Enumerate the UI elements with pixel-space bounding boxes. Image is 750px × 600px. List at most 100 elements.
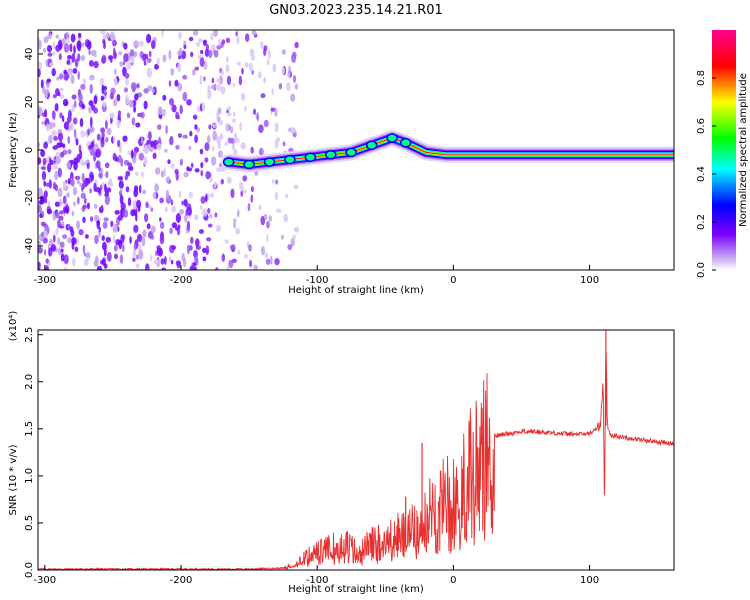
noise-blob	[66, 161, 71, 169]
noise-blob	[274, 258, 280, 266]
noise-blob	[53, 122, 56, 128]
noise-blob	[105, 137, 109, 143]
noise-blob	[263, 77, 267, 84]
noise-blob	[159, 221, 165, 230]
noise-blob	[201, 208, 208, 217]
noise-blob	[109, 112, 115, 119]
noise-blob	[38, 200, 43, 205]
noise-blob	[160, 170, 165, 178]
noise-blob	[110, 31, 115, 41]
noise-blob	[169, 98, 174, 106]
noise-blob	[113, 98, 118, 107]
noise-blob	[63, 206, 67, 214]
noise-blob	[67, 149, 72, 155]
noise-blob	[175, 213, 181, 223]
noise-blob	[182, 91, 188, 102]
noise-blob	[96, 133, 101, 141]
noise-blob	[205, 171, 211, 180]
noise-blob	[80, 55, 86, 61]
noise-blob	[54, 201, 61, 207]
noise-blob	[207, 134, 211, 144]
noise-blob	[42, 237, 48, 244]
noise-blob	[215, 267, 219, 270]
snr-y-scale-label: (x10⁴)	[8, 311, 19, 342]
spectrogram-x-axis: -300 -200 -100 0 100	[33, 265, 599, 286]
noise-blob	[62, 180, 66, 189]
noise-blob	[66, 59, 71, 65]
noise-blob	[76, 180, 81, 185]
noise-blob	[112, 234, 116, 244]
noise-blob	[124, 174, 128, 181]
noise-blob	[265, 258, 271, 265]
noise-blob	[207, 223, 213, 228]
noise-blob	[221, 39, 226, 45]
noise-blob	[88, 49, 91, 56]
noise-blob	[270, 107, 276, 112]
noise-blob	[165, 124, 168, 135]
noise-blob	[280, 234, 284, 240]
noise-blob	[143, 144, 149, 155]
noise-blob	[61, 115, 65, 123]
noise-blob	[90, 216, 94, 222]
snr-line	[38, 352, 674, 570]
noise-blob	[218, 75, 223, 85]
noise-blob	[169, 136, 174, 146]
noise-blob	[63, 69, 67, 75]
noise-blob	[233, 149, 238, 156]
noise-blob	[161, 30, 164, 38]
noise-blob	[250, 146, 254, 154]
noise-blob	[49, 160, 54, 166]
noise-blob	[132, 200, 138, 210]
noise-blob	[136, 254, 139, 260]
noise-blob	[258, 147, 264, 156]
noise-blob	[49, 238, 54, 246]
noise-blob	[66, 116, 72, 123]
noise-blob	[133, 243, 137, 251]
noise-blob	[46, 208, 53, 215]
y-tick-label: 0.5	[24, 515, 35, 531]
noise-blob	[230, 188, 235, 199]
noise-blob	[105, 32, 110, 40]
noise-blob	[232, 118, 237, 123]
noise-blob	[248, 62, 253, 72]
noise-blob	[90, 116, 93, 127]
noise-blob	[290, 93, 296, 102]
noise-blob	[197, 38, 204, 43]
noise-blob	[190, 51, 194, 58]
noise-blob	[293, 184, 299, 190]
noise-blob	[119, 61, 124, 67]
noise-blob	[217, 107, 222, 115]
noise-blob	[152, 152, 157, 159]
noise-blob	[104, 162, 110, 169]
noise-blob	[221, 70, 225, 76]
noise-blob	[113, 47, 116, 56]
noise-blob	[70, 179, 75, 187]
noise-blob	[159, 235, 165, 245]
noise-blob	[263, 119, 269, 128]
noise-blob	[79, 183, 83, 188]
noise-blob	[112, 226, 119, 233]
noise-blob	[141, 53, 147, 62]
y-tick-label: 0	[24, 147, 35, 153]
noise-blob	[146, 33, 152, 44]
noise-blob	[103, 217, 109, 222]
noise-blob	[143, 100, 148, 110]
noise-blob	[239, 185, 244, 191]
noise-blob	[202, 256, 207, 262]
noise-blob	[259, 41, 264, 49]
noise-blob	[70, 229, 75, 237]
y-tick-label: 40	[24, 48, 35, 61]
noise-blob	[119, 194, 124, 205]
noise-blob	[178, 55, 182, 60]
y-tick-label: 2.5	[24, 327, 35, 343]
noise-blob	[94, 234, 99, 245]
noise-blob	[93, 95, 98, 105]
x-tick-label: -100	[306, 575, 329, 586]
noise-blob	[71, 53, 76, 63]
noise-blob	[57, 167, 62, 178]
noise-blob	[116, 119, 121, 129]
noise-blob	[186, 220, 191, 231]
noise-blob	[128, 99, 134, 108]
noise-blob	[120, 157, 124, 167]
snr-panel: -300 -200 -100 0 100 0.0 0.5 1.0 1.5 2.0 2.5 Heig…	[8, 311, 675, 595]
